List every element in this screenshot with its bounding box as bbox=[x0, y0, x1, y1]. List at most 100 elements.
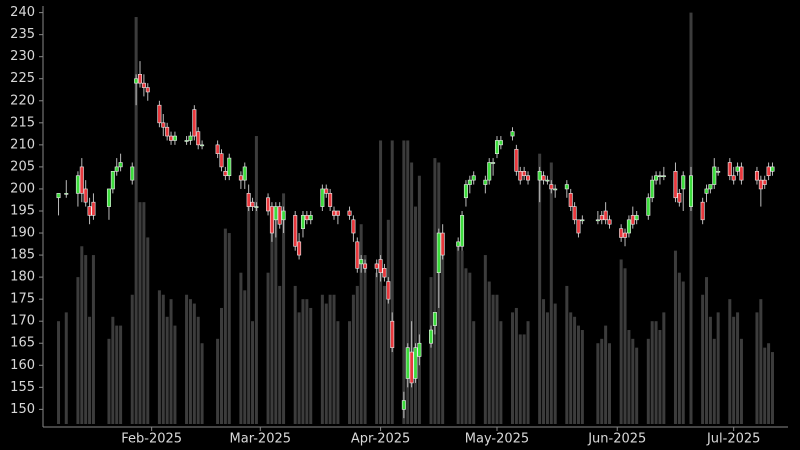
candle-body bbox=[91, 201, 96, 216]
candle-body bbox=[238, 175, 243, 181]
x-tick-label: Feb-2025 bbox=[121, 432, 182, 447]
candle-body bbox=[626, 219, 631, 234]
volume-bar bbox=[732, 316, 736, 424]
volume-bar bbox=[382, 285, 386, 424]
volume-bar bbox=[646, 338, 650, 424]
volume-bar bbox=[379, 140, 383, 424]
y-tick-label: 175 bbox=[10, 292, 35, 307]
candle-body bbox=[196, 131, 201, 146]
volume-bar bbox=[91, 255, 95, 424]
volume-bar bbox=[375, 272, 379, 424]
candle-body bbox=[673, 171, 678, 199]
volume-bar bbox=[134, 17, 138, 425]
candle-body bbox=[266, 197, 271, 212]
candle-body bbox=[188, 135, 193, 141]
volume-bar bbox=[138, 202, 142, 424]
volume-bar bbox=[111, 316, 115, 424]
candle-body bbox=[770, 166, 775, 172]
y-tick-label: 150 bbox=[10, 402, 35, 417]
volume-bar bbox=[76, 277, 80, 424]
volume-bar bbox=[522, 334, 526, 424]
volume-bar bbox=[192, 303, 196, 424]
volume-bar bbox=[200, 343, 204, 424]
volume-bar bbox=[130, 294, 134, 424]
volume-bar bbox=[716, 312, 720, 424]
volume-bar bbox=[119, 325, 123, 424]
candle-body bbox=[766, 166, 771, 177]
volume-bar bbox=[755, 312, 759, 424]
candle-body bbox=[281, 210, 286, 221]
candle-body bbox=[704, 188, 709, 194]
volume-bar bbox=[650, 321, 654, 424]
volume-bar bbox=[468, 272, 472, 424]
volume-bar bbox=[173, 325, 177, 424]
candle-body bbox=[134, 78, 139, 84]
volume-bar bbox=[608, 343, 612, 424]
candle-body bbox=[739, 166, 744, 181]
volume-bar bbox=[266, 272, 270, 424]
candle-body bbox=[650, 179, 655, 199]
y-tick-label: 170 bbox=[10, 314, 35, 329]
candle-body bbox=[215, 144, 220, 154]
y-tick-label: 210 bbox=[10, 137, 35, 152]
candle-body bbox=[623, 232, 628, 238]
candle-body bbox=[654, 175, 659, 181]
volume-bar bbox=[239, 272, 243, 424]
candle-body bbox=[56, 193, 61, 199]
volume-bar bbox=[185, 294, 189, 424]
candle-body bbox=[735, 166, 740, 172]
candle-body bbox=[355, 241, 360, 269]
candle-body bbox=[219, 153, 224, 168]
candle-body bbox=[564, 184, 569, 190]
candle-body bbox=[580, 219, 585, 222]
candle-body bbox=[359, 259, 364, 265]
candle-body bbox=[708, 184, 713, 190]
candle-body bbox=[106, 188, 111, 207]
volume-bar bbox=[348, 321, 352, 424]
candle-body bbox=[110, 171, 115, 190]
candle-body bbox=[324, 188, 329, 194]
candle-body bbox=[432, 312, 437, 326]
volume-bar bbox=[157, 290, 161, 424]
volume-bar bbox=[472, 321, 476, 424]
volume-bar bbox=[80, 246, 84, 424]
candle-body bbox=[494, 140, 499, 154]
candle-body bbox=[510, 131, 515, 137]
candle-body bbox=[541, 175, 546, 181]
candle-body bbox=[646, 197, 651, 216]
y-tick-label: 220 bbox=[10, 93, 35, 108]
volume-bar bbox=[88, 316, 92, 424]
volume-bar bbox=[627, 330, 631, 424]
volume-bar bbox=[759, 299, 763, 424]
candle-body bbox=[634, 215, 639, 221]
volume-bar bbox=[57, 321, 61, 424]
volume-bar bbox=[414, 206, 417, 424]
candle-body bbox=[254, 206, 259, 208]
candle-body bbox=[114, 166, 119, 172]
candle-body bbox=[537, 171, 542, 181]
y-tick-label: 165 bbox=[10, 336, 35, 351]
volume-bar bbox=[433, 158, 437, 425]
y-tick-label: 225 bbox=[10, 71, 35, 86]
volume-bar bbox=[305, 299, 309, 424]
volume-bar bbox=[84, 255, 88, 424]
volume-bar bbox=[64, 312, 68, 424]
volume-bar bbox=[410, 162, 414, 424]
candle-body bbox=[599, 215, 604, 221]
volume-bar bbox=[293, 285, 297, 424]
candle-body bbox=[436, 232, 441, 274]
volume-bar bbox=[146, 237, 150, 424]
candle-body bbox=[712, 166, 717, 185]
volume-bar bbox=[363, 255, 367, 424]
volume-bar bbox=[736, 312, 740, 424]
candle-body bbox=[145, 87, 150, 93]
candle-body bbox=[227, 157, 232, 177]
y-tick-label: 230 bbox=[10, 49, 35, 64]
volume-bar bbox=[565, 285, 569, 424]
volume-bar bbox=[662, 312, 666, 424]
candle-body bbox=[141, 82, 146, 88]
candle-body bbox=[118, 162, 123, 168]
candle-body bbox=[138, 74, 143, 84]
candle-body bbox=[483, 179, 488, 185]
